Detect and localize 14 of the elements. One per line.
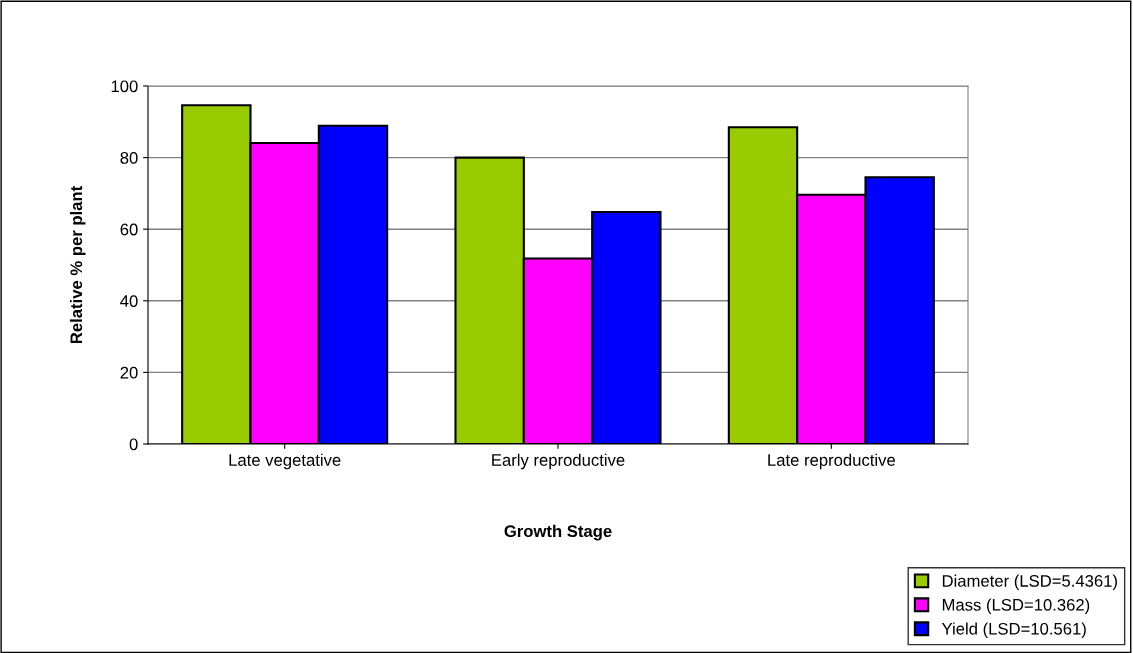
y-tick-label: 0 [129, 438, 138, 451]
legend-label: Diameter (LSD=5.4361) [942, 574, 1117, 591]
y-tick-label: 100 [111, 80, 138, 93]
y-tick-label: 40 [120, 295, 138, 307]
x-tick-label: Late reproductive [768, 453, 895, 470]
x-tick-label: Early reproductive [492, 453, 625, 470]
y-axis-title: Relative % per plant [69, 186, 86, 344]
y-tick-label: 60 [120, 223, 138, 236]
x-axis-title: Growth Stage [504, 524, 612, 541]
y-tick-label: 20 [120, 366, 138, 379]
legend-label: Yield (LSD=10.561) [941, 622, 1086, 638]
x-tick-label: Late vegetative [229, 453, 341, 470]
legend-label: Mass (LSD=10.362) [942, 598, 1090, 615]
y-tick-label: 80 [120, 152, 138, 164]
